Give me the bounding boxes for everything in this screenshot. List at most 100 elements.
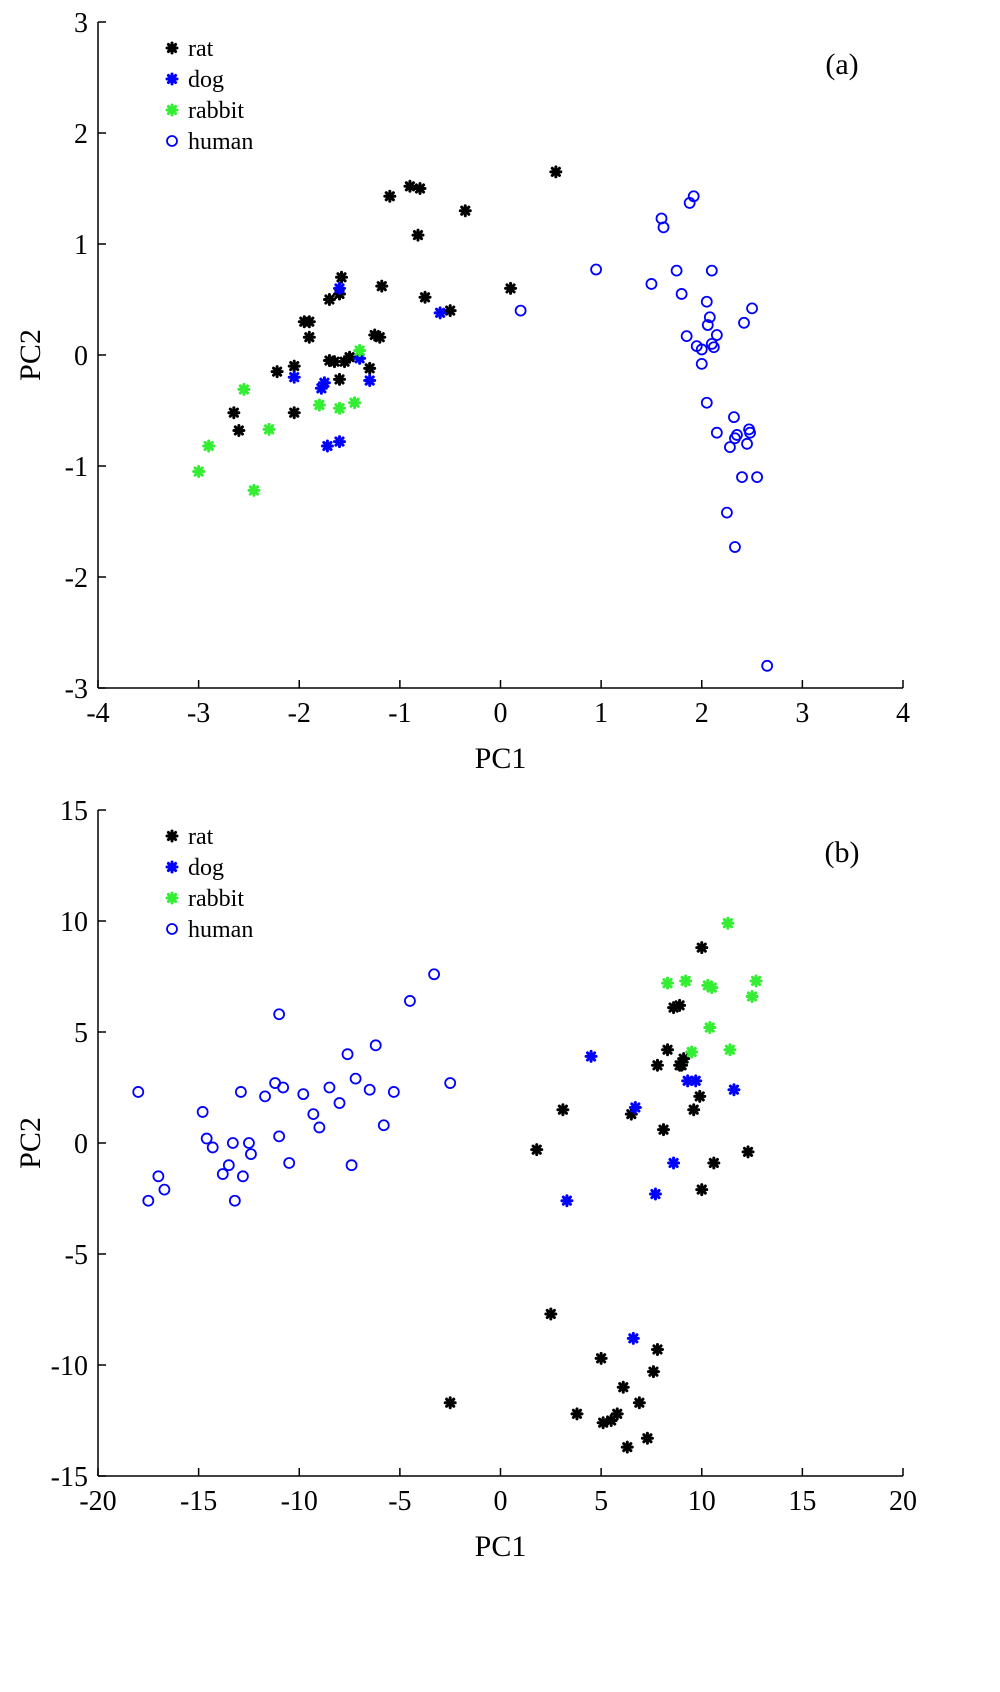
data-point-rat: [661, 1043, 675, 1057]
y-tick-label: -3: [65, 674, 88, 705]
data-point-dog: [433, 306, 447, 320]
data-point-rat: [363, 361, 377, 375]
data-point-rat: [373, 330, 387, 344]
legend: rat dog rabbit human: [165, 824, 253, 943]
data-point-human: [695, 357, 708, 370]
data-point-dog: [667, 1156, 681, 1170]
data-point-rat: [375, 279, 389, 293]
data-point-human: [236, 1170, 249, 1183]
legend-marker-rabbit: [165, 891, 179, 905]
data-point-rat: [556, 1103, 570, 1117]
data-point-dog: [648, 1187, 662, 1201]
x-tick-label: 20: [889, 1486, 917, 1517]
data-point-rat: [411, 228, 425, 242]
data-point-human: [687, 190, 700, 203]
legend-marker-rat: [165, 41, 179, 55]
data-point-human: [751, 471, 763, 484]
data-point-human: [277, 1081, 290, 1094]
data-point-rat: [530, 1143, 544, 1157]
data-point-human: [707, 341, 720, 354]
y-tick-label: -10: [51, 1351, 88, 1382]
data-point-rat: [302, 330, 316, 344]
data-point-rabbit: [202, 439, 216, 453]
legend-label-human: human: [188, 129, 253, 155]
series-dog: [560, 1049, 741, 1345]
data-point-human: [761, 659, 774, 672]
data-point-human: [142, 1194, 155, 1207]
legend-label-rabbit: rabbit: [188, 98, 244, 124]
data-point-human: [363, 1083, 376, 1096]
data-point-rabbit: [721, 916, 735, 930]
data-point-rabbit: [262, 422, 276, 436]
data-point-rat: [741, 1145, 755, 1159]
data-point-rat: [594, 1351, 608, 1365]
y-tick-label: -1: [65, 452, 88, 483]
data-point-human: [703, 311, 716, 324]
x-tick-label: -10: [281, 1486, 318, 1517]
x-tick-label: 3: [795, 698, 809, 729]
data-point-human: [226, 1137, 239, 1149]
legend-label-dog: dog: [188, 67, 224, 93]
legend-marker-human: [166, 135, 178, 147]
data-point-human: [746, 302, 758, 315]
data-point-human: [675, 288, 688, 300]
series-human: [514, 190, 774, 672]
data-point-human: [307, 1108, 320, 1121]
data-point-dog: [560, 1194, 574, 1208]
data-point-rabbit: [348, 396, 362, 410]
data-point-rabbit: [749, 974, 763, 988]
data-point-human: [206, 1141, 219, 1154]
data-point-human: [700, 396, 713, 409]
data-point-rat: [632, 1396, 646, 1410]
x-tick-label: 4: [896, 698, 910, 729]
data-point-human: [297, 1088, 310, 1101]
data-point-rat: [610, 1407, 624, 1421]
data-point-rat: [549, 165, 563, 179]
data-point-rat: [650, 1342, 664, 1356]
data-point-rat: [673, 998, 687, 1012]
x-tick-label: 1: [594, 698, 608, 729]
data-point-rabbit: [745, 989, 759, 1003]
data-point-rat: [403, 179, 417, 193]
y-tick-label: 5: [74, 1018, 88, 1049]
data-point-rat: [570, 1407, 584, 1421]
data-point-rabbit: [247, 483, 261, 497]
y-tick-label: 1: [74, 230, 88, 261]
data-point-human: [152, 1170, 165, 1183]
data-point-rat: [343, 350, 357, 364]
data-point-human: [132, 1086, 145, 1098]
data-point-human: [705, 264, 718, 277]
panel-label: (b): [825, 836, 860, 869]
data-point-human: [731, 429, 743, 441]
data-point-human: [387, 1086, 400, 1098]
data-point-dog: [287, 370, 301, 384]
data-point-dog: [333, 281, 346, 295]
data-point-human: [283, 1157, 296, 1169]
data-point-human: [741, 437, 753, 450]
data-point-human: [349, 1072, 362, 1085]
data-point-human: [273, 1130, 286, 1143]
legend-label-rat: rat: [188, 36, 214, 62]
panel-label: (a): [825, 48, 858, 81]
data-point-rat: [616, 1380, 630, 1394]
data-point-rabbit: [703, 1021, 717, 1035]
data-point-dog: [333, 435, 346, 449]
data-point-human: [738, 316, 750, 329]
data-point-human: [243, 1137, 255, 1149]
data-point-rat: [544, 1307, 558, 1321]
data-point-human: [245, 1148, 257, 1160]
data-point-rabbit: [333, 401, 346, 415]
y-tick-label: 15: [60, 796, 88, 827]
data-point-human: [728, 411, 740, 424]
x-tick-label: -20: [79, 1486, 116, 1517]
legend-marker-rat: [165, 829, 179, 843]
legend-marker-rabbit: [165, 103, 179, 117]
data-point-rabbit: [685, 1045, 699, 1059]
data-point-rat: [227, 406, 241, 420]
data-point-rabbit: [661, 976, 675, 990]
data-point-rat: [287, 359, 301, 373]
x-tick-label: -1: [388, 698, 411, 729]
data-point-human: [196, 1106, 209, 1118]
data-point-rat: [322, 293, 336, 306]
data-point-dog: [689, 1074, 703, 1088]
